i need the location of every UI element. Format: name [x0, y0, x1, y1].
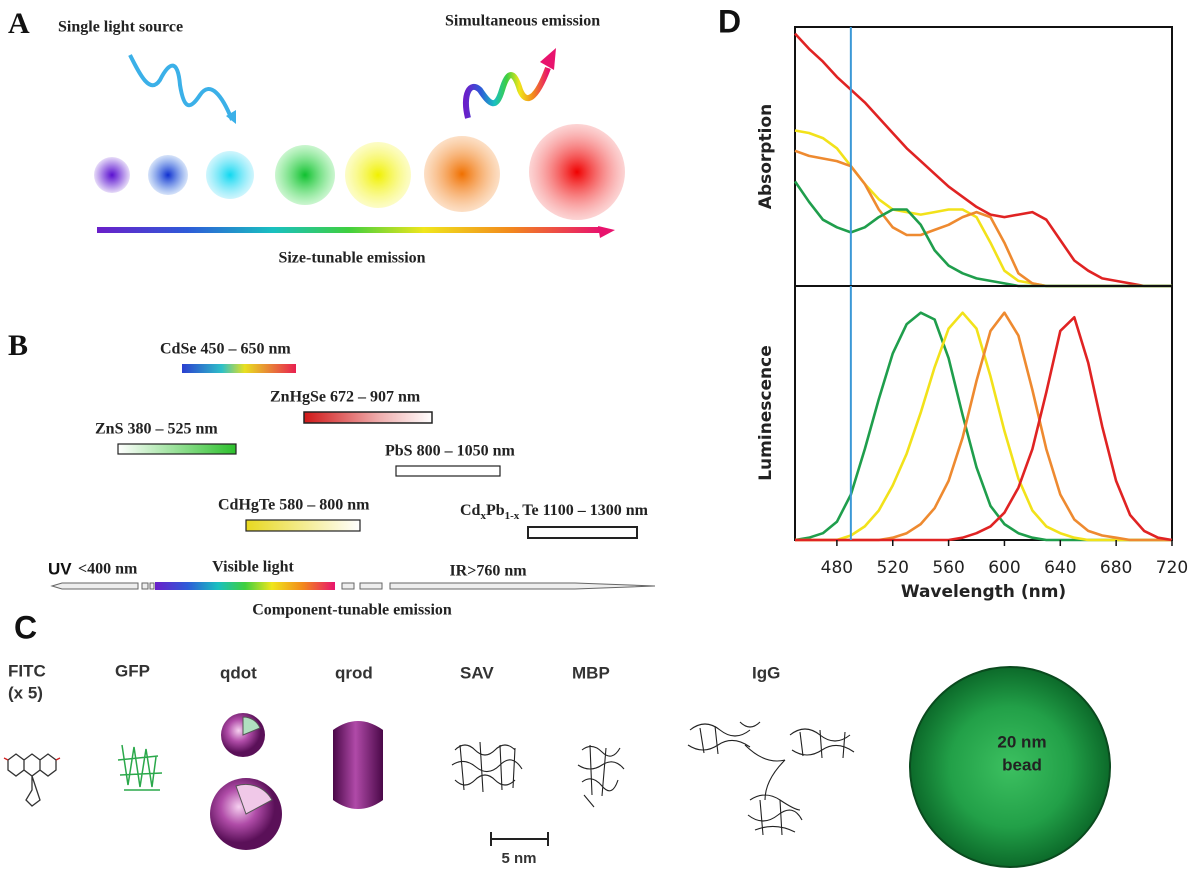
x-tick-label: 720	[1156, 558, 1188, 578]
uv-arrow	[50, 582, 139, 590]
dash	[341, 582, 355, 590]
qrod	[333, 721, 383, 809]
molecule-label: qdot	[220, 663, 257, 682]
arrowhead	[540, 48, 556, 70]
caption: Single light source	[58, 19, 183, 36]
uv-range: <400 nm	[78, 561, 138, 578]
bead-label: bead	[1002, 755, 1042, 774]
molecule-label: IgG	[752, 663, 780, 682]
panel-c: C FITC (x 5) GFP qdot qrod SAV MBP IgG 5…	[3, 609, 1111, 868]
range-bar	[527, 526, 638, 539]
material-label: CdSe 450 – 650 nm	[160, 341, 291, 358]
ir-arrow	[389, 582, 656, 590]
text-part: Cd	[460, 502, 481, 519]
emission-arrow	[462, 66, 551, 119]
plot-frame	[794, 285, 1173, 541]
x-tick-label: 600	[988, 558, 1020, 578]
material-label: PbS 800 – 1050 nm	[385, 443, 515, 460]
x-tick-label: 640	[1044, 558, 1076, 578]
molecule-label: SAV	[460, 663, 494, 682]
arrowhead	[226, 110, 236, 124]
panel-label: C	[14, 609, 37, 645]
quantum-dot	[424, 136, 500, 212]
y-axis-label: Absorption	[756, 104, 776, 209]
dash	[359, 582, 383, 590]
spectrum-bar	[97, 227, 600, 233]
quantum-dot	[529, 124, 625, 220]
molecule-label: FITC	[8, 661, 46, 680]
range-bar	[117, 443, 237, 455]
text-part: Te 1100 – 1300 nm	[522, 502, 648, 519]
qdot-core	[235, 783, 273, 815]
bead-label: 20 nm	[997, 732, 1046, 751]
molecule-label: GFP	[115, 661, 150, 680]
range-bar	[182, 364, 296, 373]
x-tick-label: 480	[821, 558, 853, 578]
visible-label: Visible light	[212, 559, 294, 576]
arrowhead	[598, 226, 615, 238]
panel-b: B CdSe 450 – 650 nm ZnHgSe 672 – 907 nm …	[8, 329, 656, 619]
caption: Simultaneous emission	[445, 13, 600, 30]
quantum-dot	[206, 151, 254, 199]
quantum-dot	[345, 142, 411, 208]
mbp-structure	[577, 744, 625, 808]
dash	[141, 582, 149, 590]
caption: Size-tunable emission	[278, 250, 425, 267]
sav-structure	[451, 741, 523, 793]
scale-label: 5 nm	[501, 850, 536, 867]
visible-bar	[155, 582, 335, 590]
gfp-structure	[117, 744, 163, 791]
fitc-structure	[3, 753, 61, 807]
x-tick-label: 680	[1100, 558, 1132, 578]
ir-label: IR>760 nm	[449, 563, 527, 580]
x-tick-label: 560	[932, 558, 964, 578]
curve	[795, 316, 1173, 542]
material-label: ZnS 380 – 525 nm	[95, 421, 218, 438]
molecule-label: (x 5)	[8, 683, 43, 702]
material-label: CdxPb1-x Te 1100 – 1300 nm	[460, 502, 649, 522]
scale-bar	[490, 832, 549, 846]
quantum-dot	[94, 157, 130, 193]
quantum-dot	[148, 155, 188, 195]
range-bar	[245, 519, 361, 532]
bead	[909, 666, 1111, 868]
light-arrow	[128, 54, 234, 121]
uv-label: UV	[48, 559, 72, 578]
panel-label: D	[718, 3, 741, 39]
subscript: 1-x	[505, 510, 520, 522]
material-label: ZnHgSe 672 – 907 nm	[270, 389, 421, 406]
material-label: CdHgTe 580 – 800 nm	[218, 497, 370, 514]
qdot-core	[242, 716, 261, 736]
panel-a: A Single light source Simultaneous emiss…	[8, 7, 625, 267]
molecule-label: qrod	[335, 663, 373, 682]
subscript: x	[480, 510, 486, 522]
dash	[149, 582, 155, 590]
x-tick-label: 520	[877, 558, 909, 578]
range-bar	[303, 411, 433, 424]
quantum-dot	[275, 145, 335, 205]
igg-structure	[687, 721, 855, 836]
molecule-label: MBP	[572, 663, 610, 682]
range-bar	[395, 465, 501, 477]
panel-label: A	[8, 7, 30, 40]
text-part: Pb	[486, 502, 505, 519]
curve	[794, 32, 1172, 288]
y-axis-label: Luminescence	[756, 345, 776, 481]
panel-d: D Absorption Luminescence 480 520 560 600 640 6…	[718, 3, 1188, 602]
panel-label: B	[8, 329, 28, 362]
caption: Component-tunable emission	[252, 602, 452, 619]
x-axis-label: Wavelength (nm)	[901, 582, 1066, 602]
